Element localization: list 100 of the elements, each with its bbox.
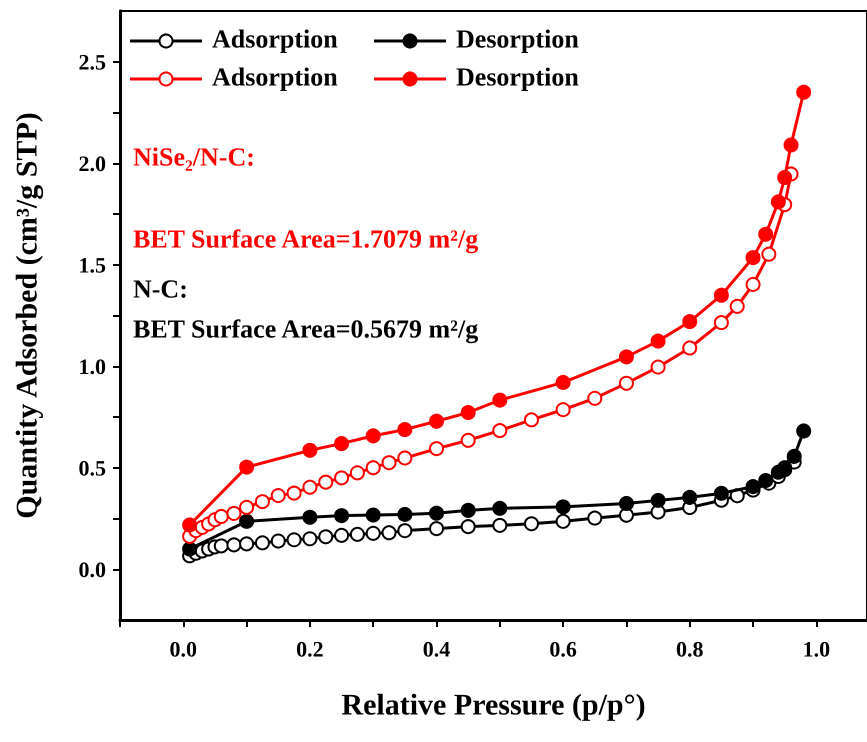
point bbox=[556, 499, 571, 514]
point bbox=[334, 470, 350, 486]
legend-label: Desorption bbox=[456, 62, 580, 92]
point bbox=[777, 170, 792, 185]
point bbox=[366, 508, 381, 523]
legend-label: Adsorption bbox=[212, 62, 338, 92]
annotation: NiSe₂/N-C: bbox=[133, 142, 255, 172]
point bbox=[239, 460, 254, 475]
point bbox=[334, 436, 350, 452]
point bbox=[492, 518, 508, 533]
point bbox=[587, 510, 602, 526]
point bbox=[318, 474, 334, 490]
point bbox=[784, 137, 799, 152]
point bbox=[492, 500, 508, 516]
point bbox=[682, 314, 698, 330]
annotation: BET Surface Area=0.5679 m²/g bbox=[133, 314, 478, 344]
y-tick-label: 1.0 bbox=[78, 354, 106, 379]
x-axis-title: Relative Pressure (p/p°) bbox=[341, 688, 646, 722]
point bbox=[524, 516, 539, 532]
point bbox=[556, 514, 571, 529]
point bbox=[350, 465, 365, 480]
point bbox=[182, 518, 198, 532]
point bbox=[682, 490, 698, 505]
point bbox=[714, 486, 729, 501]
point bbox=[254, 494, 270, 510]
point bbox=[758, 226, 774, 242]
legend-label: Adsorption bbox=[212, 24, 338, 54]
x-tick-label: 1.0 bbox=[802, 636, 830, 662]
point bbox=[429, 441, 444, 456]
point bbox=[492, 423, 508, 438]
point bbox=[318, 529, 334, 544]
point bbox=[556, 402, 571, 418]
point bbox=[746, 250, 761, 266]
point bbox=[182, 541, 198, 556]
point bbox=[214, 508, 229, 524]
point bbox=[618, 508, 634, 523]
x-tick-label: 0.0 bbox=[170, 636, 198, 662]
point bbox=[254, 535, 270, 550]
y-tick-label: 2.0 bbox=[78, 150, 106, 176]
point bbox=[302, 442, 318, 458]
y-tick-label: 0.5 bbox=[78, 455, 106, 480]
point bbox=[286, 486, 302, 501]
point bbox=[429, 506, 444, 521]
point bbox=[460, 432, 476, 448]
annotation: BET Surface Area=1.7079 m²/g bbox=[133, 224, 478, 254]
point bbox=[650, 492, 666, 508]
y-tick-label: 2.5 bbox=[78, 49, 106, 74]
y-tick-label: 1.5 bbox=[78, 252, 106, 278]
point bbox=[524, 412, 539, 428]
point bbox=[366, 526, 381, 541]
point bbox=[270, 488, 286, 504]
point bbox=[770, 194, 786, 210]
point bbox=[746, 479, 761, 494]
point bbox=[366, 428, 381, 444]
point bbox=[618, 496, 634, 511]
point bbox=[556, 374, 571, 390]
point bbox=[397, 506, 412, 522]
x-tick-label: 0.2 bbox=[296, 636, 324, 662]
point bbox=[730, 298, 745, 314]
point bbox=[682, 340, 698, 356]
point bbox=[460, 405, 476, 420]
point bbox=[334, 528, 350, 543]
point bbox=[270, 534, 286, 549]
x-tick-label: 0.6 bbox=[549, 636, 577, 662]
point bbox=[429, 414, 444, 429]
point bbox=[460, 519, 476, 534]
point bbox=[239, 536, 254, 552]
y-axis-title: Quantity Adsorbed (cm³/g STP) bbox=[10, 112, 44, 519]
point bbox=[714, 288, 729, 303]
point bbox=[286, 532, 302, 548]
annotation: N-C: bbox=[133, 274, 188, 304]
point bbox=[587, 390, 602, 406]
point bbox=[714, 315, 729, 330]
point bbox=[302, 531, 318, 546]
point bbox=[397, 422, 412, 438]
point bbox=[650, 334, 666, 349]
point bbox=[239, 514, 254, 529]
point bbox=[239, 500, 254, 515]
point bbox=[786, 448, 802, 464]
point bbox=[460, 502, 476, 518]
point bbox=[492, 392, 508, 408]
point bbox=[618, 349, 634, 364]
point bbox=[382, 455, 397, 470]
point bbox=[796, 424, 812, 439]
point bbox=[382, 525, 397, 540]
point bbox=[214, 538, 229, 554]
point bbox=[758, 473, 774, 488]
legend-label: Desorption bbox=[456, 24, 580, 54]
point bbox=[302, 480, 318, 495]
point bbox=[429, 521, 444, 536]
x-tick-label: 0.4 bbox=[422, 636, 450, 662]
point bbox=[397, 450, 412, 466]
point bbox=[366, 460, 381, 476]
point bbox=[302, 510, 318, 525]
point bbox=[226, 537, 242, 552]
point bbox=[746, 276, 761, 292]
point bbox=[761, 246, 776, 262]
y-tick-label: 0.0 bbox=[78, 556, 106, 582]
point bbox=[350, 526, 365, 542]
point bbox=[226, 506, 242, 521]
